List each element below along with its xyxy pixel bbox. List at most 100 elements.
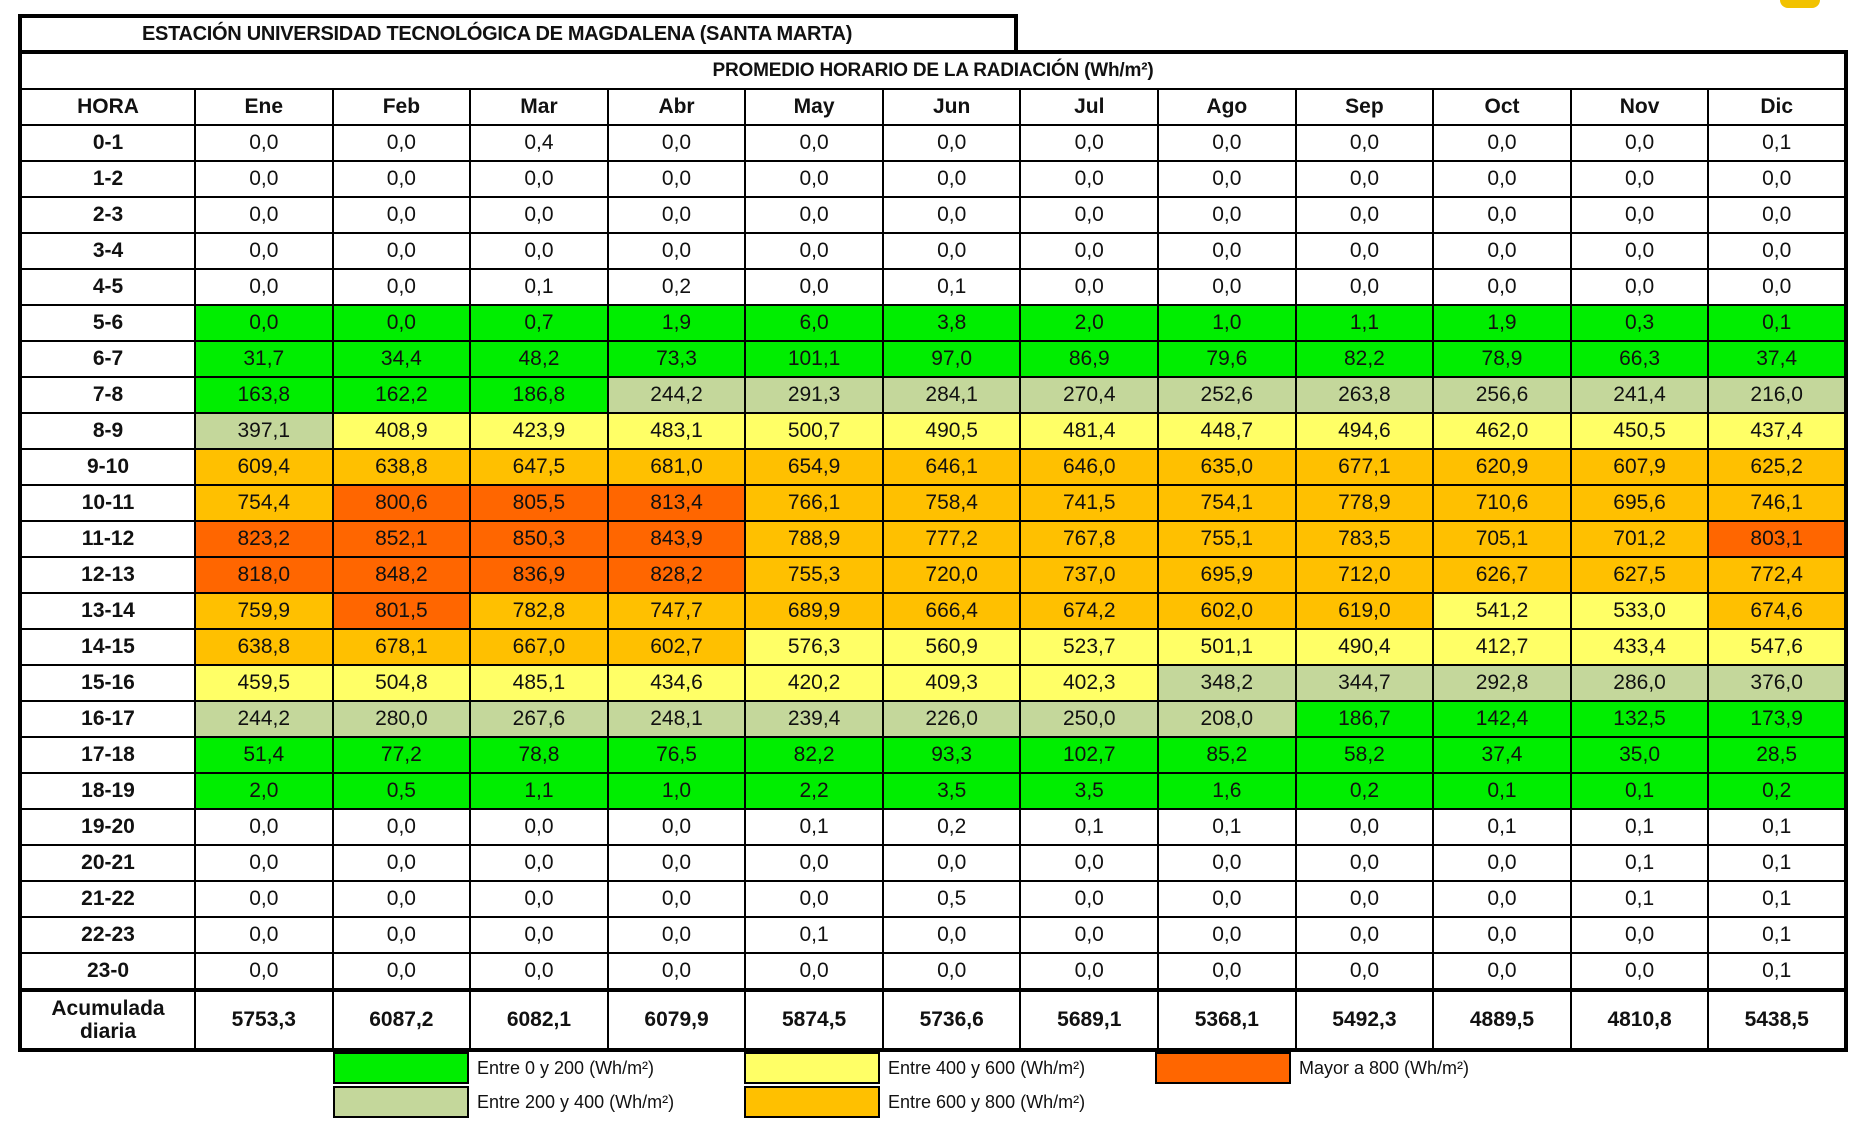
radiation-cell: 409,3 [881,664,1022,702]
radiation-cell: 828,2 [606,556,747,594]
radiation-cell: 0,0 [744,844,884,882]
radiation-cell: 239,4 [744,700,884,738]
radiation-cell: 705,1 [1432,520,1572,558]
radiation-cell: 31,7 [194,340,334,378]
radiation-cell: 0,0 [1294,232,1435,270]
radiation-cell: 0,2 [1294,772,1435,810]
radiation-cell: 0,1 [1707,952,1847,991]
radiation-cell: 0,2 [1707,772,1847,810]
radiation-cell: 0,0 [1432,160,1572,198]
radiation-cell: 0,0 [1707,160,1847,198]
radiation-cell: 291,3 [744,376,884,414]
legend-swatch [744,1052,880,1084]
radiation-cell: 782,8 [469,592,609,630]
radiation-cell: 0,1 [881,268,1022,306]
radiation-cell: 0,0 [1157,916,1297,954]
hour-label: 2-3 [19,196,196,234]
month-header: May [744,88,884,126]
radiation-cell: 533,0 [1569,592,1710,630]
daily-total-cell: 5689,1 [1019,988,1160,1051]
radiation-cell: 490,5 [881,412,1022,450]
radiation-cell: 0,0 [1569,268,1710,306]
radiation-cell: 0,0 [606,232,747,270]
radiation-cell: 0,0 [331,268,472,306]
radiation-cell: 0,0 [881,196,1022,234]
radiation-cell: 755,1 [1157,520,1297,558]
radiation-cell: 620,9 [1432,448,1572,486]
radiation-cell: 248,1 [606,700,747,738]
radiation-cell: 485,1 [469,664,609,702]
radiation-cell: 0,0 [1432,232,1572,270]
radiation-cell: 681,0 [606,448,747,486]
radiation-cell: 216,0 [1707,376,1847,414]
radiation-cell: 0,5 [331,772,472,810]
daily-total-cell: 5492,3 [1294,988,1435,1051]
radiation-cell: 0,0 [1432,844,1572,882]
radiation-cell: 434,6 [606,664,747,702]
radiation-cell: 0,0 [881,916,1022,954]
radiation-cell: 0,0 [606,916,747,954]
radiation-cell: 162,2 [331,376,472,414]
radiation-cell: 695,9 [1157,556,1297,594]
radiation-cell: 0,0 [469,880,609,918]
radiation-cell: 766,1 [744,484,884,522]
radiation-cell: 0,0 [1019,124,1160,162]
radiation-cell: 843,9 [606,520,747,558]
table-row: 13-14 759,9 801,5 782,8 747,7 689,9 666,4 674,2… [19,592,1847,630]
radiation-cell: 102,7 [1019,736,1160,774]
table-row: 15-16 459,5 504,8 485,1 434,6 420,2 409,3 402,3… [19,664,1847,702]
radiation-cell: 0,0 [744,124,884,162]
radiation-cell: 754,1 [1157,484,1297,522]
radiation-cell: 0,0 [744,880,884,918]
radiation-cell: 619,0 [1294,592,1435,630]
radiation-cell: 803,1 [1707,520,1847,558]
radiation-cell: 646,0 [1019,448,1160,486]
radiation-cell: 0,0 [1019,916,1160,954]
radiation-cell: 286,0 [1569,664,1710,702]
radiation-cell: 35,0 [1569,736,1710,774]
radiation-cell: 737,0 [1019,556,1160,594]
radiation-cell: 0,0 [1707,232,1847,270]
radiation-cell: 813,4 [606,484,747,522]
radiation-cell: 66,3 [1569,340,1710,378]
radiation-cell: 142,4 [1432,700,1572,738]
legend-label: Entre 0 y 200 (Wh/m²) [477,1058,655,1078]
radiation-cell: 34,4 [331,340,472,378]
radiation-cell: 0,0 [194,232,334,270]
radiation-cell: 678,1 [331,628,472,666]
radiation-cell: 0,7 [469,304,609,342]
radiation-cell: 0,0 [1019,844,1160,882]
radiation-cell: 1,1 [469,772,609,810]
radiation-cell: 759,9 [194,592,334,630]
radiation-cell: 208,0 [1157,700,1297,738]
radiation-cell: 0,0 [744,160,884,198]
radiation-cell: 667,0 [469,628,609,666]
month-header-row: HORA Ene Feb Mar Abr May Jun Jul Ago Sep Oct Nov Di… [19,88,1847,126]
radiation-cell: 0,1 [1707,124,1847,162]
radiation-cell: 186,7 [1294,700,1435,738]
table-row: 8-9 397,1 408,9 423,9 483,1 500,7 490,5 481,4 44… [19,412,1847,450]
radiation-cell: 0,0 [606,124,747,162]
radiation-cell: 627,5 [1569,556,1710,594]
radiation-cell: 0,0 [1432,268,1572,306]
radiation-cell: 0,0 [194,880,334,918]
table-row: 21-22 0,0 0,0 0,0 0,0 0,0 0,5 0,0 0,0 0,0 0,0 0,1 0,… [19,880,1847,918]
radiation-cell: 850,3 [469,520,609,558]
radiation-cell: 0,0 [606,160,747,198]
radiation-cell: 0,0 [606,844,747,882]
radiation-cell: 82,2 [744,736,884,774]
table-row: 17-18 51,4 77,2 78,8 76,5 82,2 93,3 102,7 85,2 58… [19,736,1847,774]
radiation-cell: 0,0 [1707,268,1847,306]
radiation-cell: 654,9 [744,448,884,486]
radiation-cell: 0,0 [1432,196,1572,234]
radiation-cell: 754,4 [194,484,334,522]
radiation-cell: 0,0 [1707,196,1847,234]
hour-label: 11-12 [19,520,196,558]
radiation-cell: 523,7 [1019,628,1160,666]
radiation-cell: 1,0 [1157,304,1297,342]
legend-label: Entre 200 y 400 (Wh/m²) [477,1092,675,1112]
radiation-cell: 0,0 [1294,916,1435,954]
radiation-cell: 607,9 [1569,448,1710,486]
radiation-cell: 0,1 [1707,844,1847,882]
radiation-cell: 0,0 [1019,952,1160,991]
